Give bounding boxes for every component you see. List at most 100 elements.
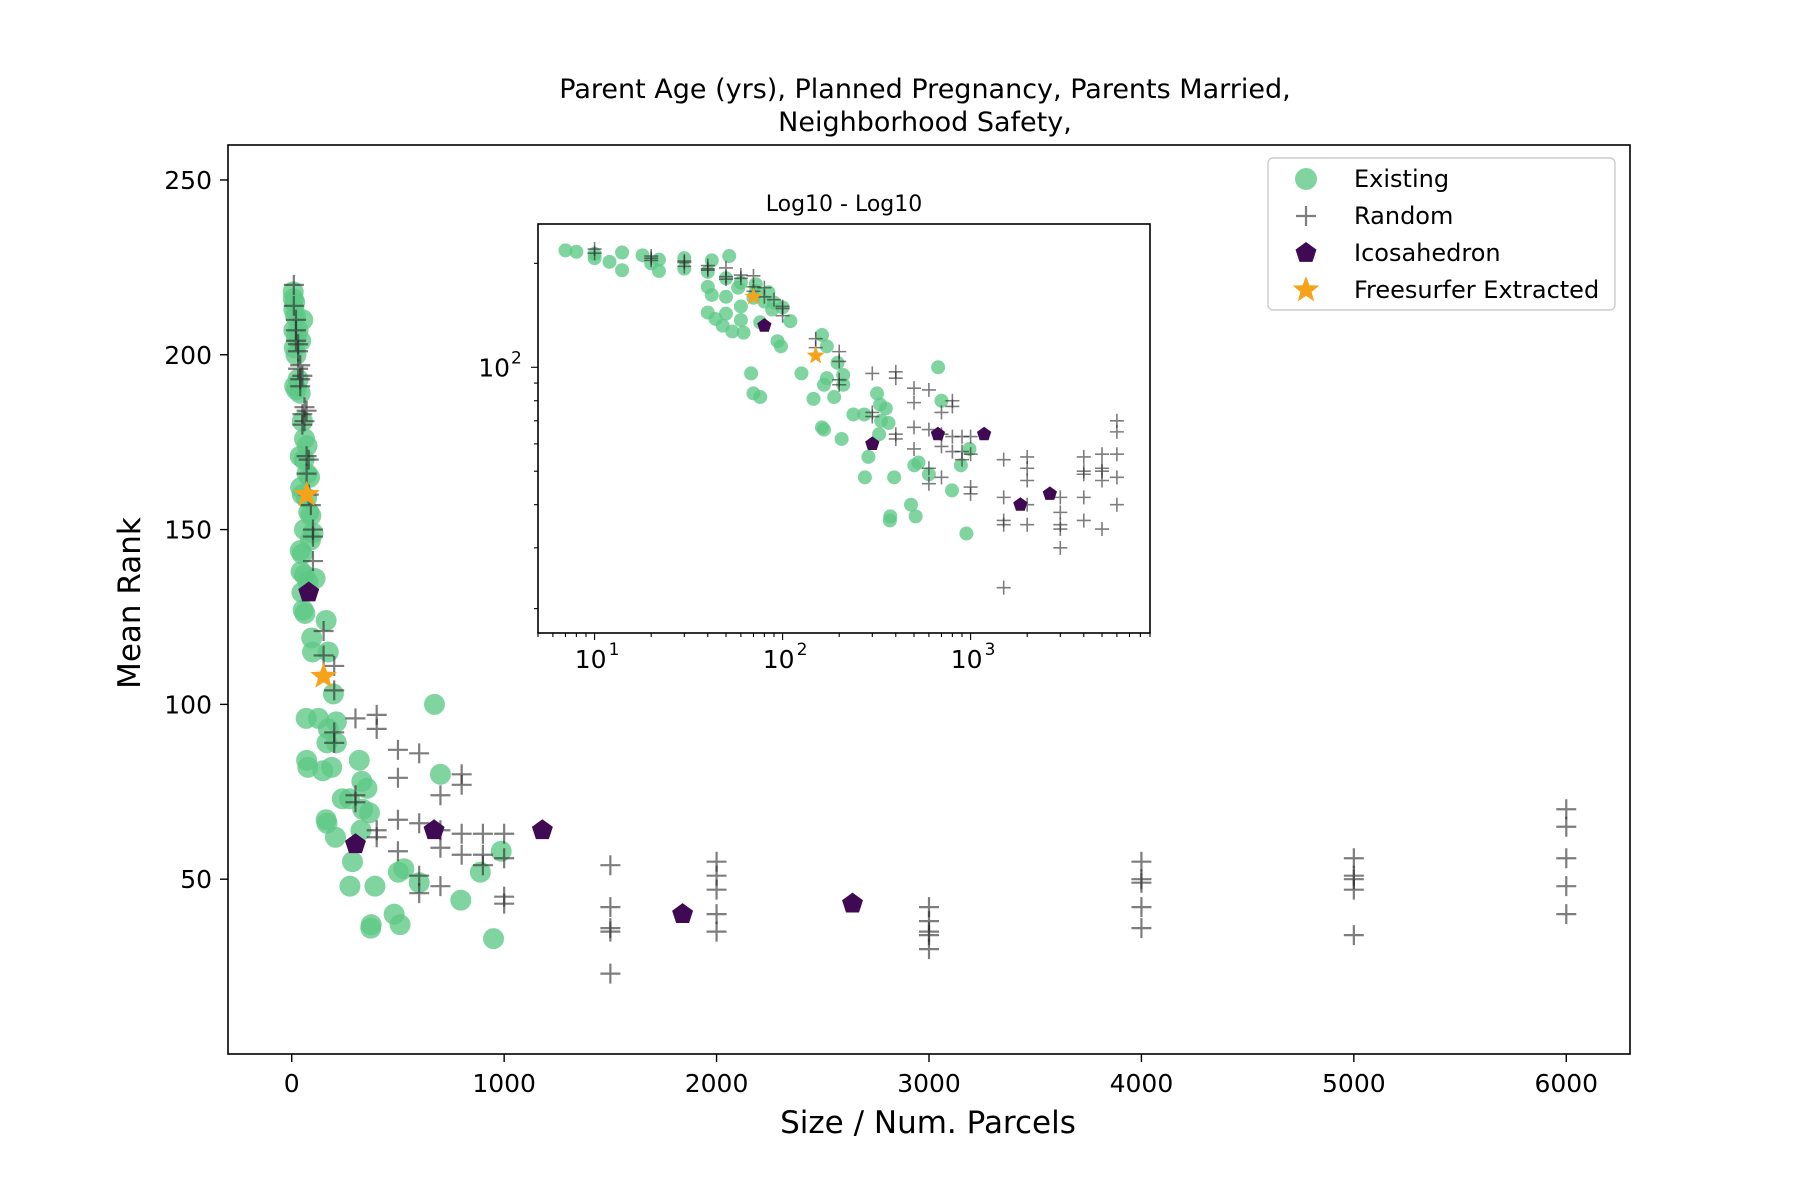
x-tick-label: 1000 xyxy=(472,1069,536,1098)
circle-point xyxy=(356,777,378,799)
circle-point xyxy=(364,875,386,897)
inset-circle-point xyxy=(931,360,946,375)
plus-point xyxy=(494,823,515,844)
inset-pentagon-point xyxy=(757,318,772,332)
plus-point xyxy=(292,414,313,435)
inset-plus-point xyxy=(1095,522,1110,537)
inset-plus-point xyxy=(934,470,949,485)
inset-plus-point xyxy=(921,476,936,491)
plus-point xyxy=(1556,904,1577,925)
inset-plus-point xyxy=(963,486,978,501)
circle-point xyxy=(341,851,363,873)
pentagon-point xyxy=(842,892,863,913)
inset-circle-point xyxy=(827,390,842,405)
plus-point xyxy=(1131,897,1152,918)
plus-point xyxy=(302,551,323,572)
inset-circle-point xyxy=(731,280,746,295)
x-axis-label: Size / Num. Parcels xyxy=(780,1105,1076,1141)
plus-point xyxy=(283,295,304,316)
legend-marker-random xyxy=(1296,206,1316,226)
plus-point xyxy=(313,645,334,666)
inset-circle-point xyxy=(725,324,740,339)
circle-point xyxy=(469,861,491,883)
inset-plus-point xyxy=(934,405,949,420)
plus-point xyxy=(451,823,472,844)
plus-point xyxy=(430,876,451,897)
plus-point xyxy=(288,341,309,362)
y-tick-label: 250 xyxy=(164,166,212,195)
pentagon-point xyxy=(423,819,445,840)
inset-circle-point xyxy=(753,390,768,405)
inset-circle-point xyxy=(908,509,923,524)
inset-circle-point xyxy=(962,441,977,456)
plus-point xyxy=(296,463,317,484)
inset-plus-point xyxy=(963,447,978,462)
plus-point xyxy=(1343,879,1364,900)
plus-point xyxy=(451,774,472,795)
inset-plus-point xyxy=(1020,461,1035,476)
plus-point xyxy=(387,767,408,788)
circle-point xyxy=(483,928,505,950)
inset-circle-point xyxy=(882,513,897,528)
inset-plus-point xyxy=(1076,513,1091,528)
inset-plus-point xyxy=(587,246,602,261)
inset-plus-point xyxy=(996,490,1011,505)
inset-x-tick-label: 10 xyxy=(763,645,795,674)
inset-plus-point xyxy=(719,272,734,287)
legend-label: Random xyxy=(1354,202,1453,230)
inset-plus-point xyxy=(865,409,880,424)
inset-x-tick-label: 10 xyxy=(951,645,983,674)
inset-plus-point xyxy=(888,371,903,386)
inset-plus-point xyxy=(954,452,969,467)
series-random xyxy=(283,274,1577,984)
inset-circle-point xyxy=(773,339,788,354)
inset-plus-point xyxy=(775,308,790,323)
inset-circle-point xyxy=(872,427,887,442)
inset-plus-point xyxy=(644,253,659,268)
plus-point xyxy=(283,274,304,295)
y-tick-label: 200 xyxy=(164,341,212,370)
chart-title-line-2: Neighborhood Safety, xyxy=(778,107,1072,138)
inset-plus-point xyxy=(865,366,880,381)
circle-point xyxy=(352,798,374,820)
plus-point xyxy=(366,718,387,739)
legend-frame xyxy=(1267,157,1616,311)
inset-plus-point xyxy=(996,452,1011,467)
inset-plus-point xyxy=(757,289,772,304)
inset-plus-point xyxy=(766,292,781,307)
inset-circle-point xyxy=(816,377,831,392)
y-tick-label: 150 xyxy=(164,516,212,545)
pentagon-point xyxy=(672,903,694,924)
circle-point xyxy=(302,641,324,663)
plus-point xyxy=(285,330,306,351)
inset-series-random xyxy=(587,242,1124,595)
inset-circle-point xyxy=(615,245,630,260)
inset-series-icosahedron xyxy=(757,318,1057,511)
y-tick-label: 50 xyxy=(180,865,212,894)
inset-plus-point xyxy=(733,271,748,286)
inset-plus-point xyxy=(1109,497,1124,512)
plus-point xyxy=(290,376,311,397)
inset-circle-point xyxy=(857,470,872,485)
plus-point xyxy=(298,449,319,470)
y-tick-label: 100 xyxy=(164,690,212,719)
x-tick-label: 2000 xyxy=(685,1069,749,1098)
inset-plus-point xyxy=(1076,490,1091,505)
inset-circle-point xyxy=(719,289,734,304)
x-tick-label: 6000 xyxy=(1534,1069,1598,1098)
plus-point xyxy=(706,879,727,900)
circle-point xyxy=(393,858,415,880)
plus-point xyxy=(345,792,366,813)
inset-circle-point xyxy=(558,243,573,258)
inset-plus-point xyxy=(1095,473,1110,488)
inset-star-point xyxy=(806,346,825,364)
inset-circle-point xyxy=(816,422,831,437)
y-axis-label: Mean Rank xyxy=(112,517,148,689)
inset-plus-point xyxy=(1020,517,1035,532)
plus-point xyxy=(324,732,345,753)
x-tick-label: 0 xyxy=(284,1069,300,1098)
legend-label: Freesurfer Extracted xyxy=(1354,276,1599,304)
plus-point xyxy=(1556,848,1577,869)
